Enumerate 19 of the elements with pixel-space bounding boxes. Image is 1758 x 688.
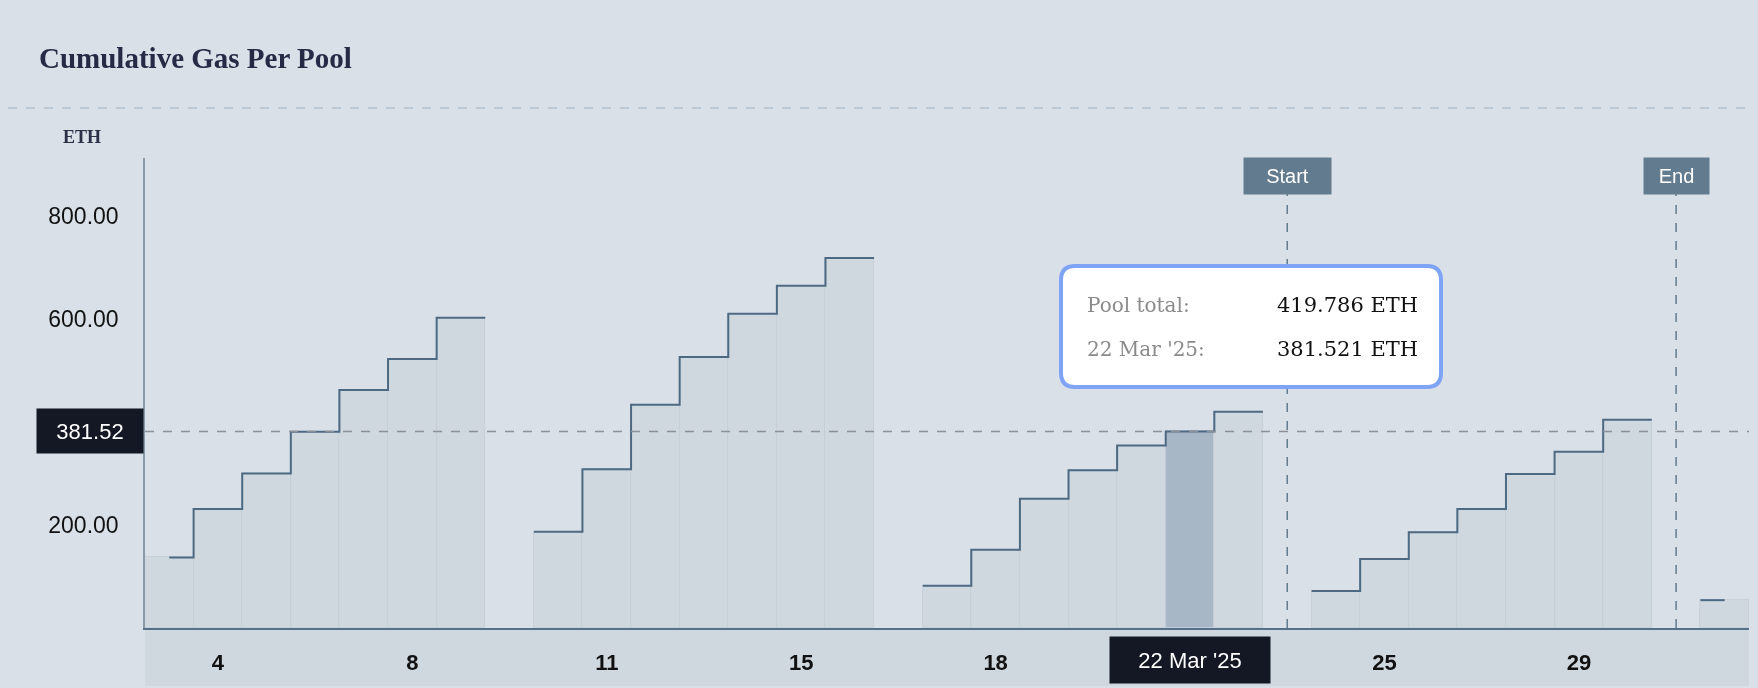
y-tick-label: 600.00	[48, 305, 119, 332]
text: 22 Mar '25: 381.521 ETH	[1087, 337, 1419, 361]
y-tick-label: 800.00	[48, 202, 119, 229]
chart-title: Cumulative Gas Per Pool	[39, 42, 352, 75]
x-tick-label: 22 Mar '25	[1138, 647, 1242, 673]
x-tick-label: 25	[1372, 650, 1397, 676]
x-tick-label: 8	[406, 650, 419, 676]
text: Pool total: 419.786 ETH	[1087, 293, 1419, 317]
annotation: Start	[1266, 165, 1309, 187]
bar	[1699, 599, 1749, 628]
y-axis-title: ETH	[63, 127, 102, 147]
x-tick-label: 4	[211, 650, 225, 676]
x-tick-label: 18	[983, 650, 1008, 676]
x-tick-label: 15	[788, 650, 814, 676]
y-tick-label: 200.00	[48, 511, 119, 538]
annotation: End	[1658, 165, 1695, 187]
ref-line-label: 381.52	[56, 418, 124, 444]
x-tick-label: 11	[595, 650, 619, 676]
x-tick-label: 29	[1566, 650, 1592, 676]
